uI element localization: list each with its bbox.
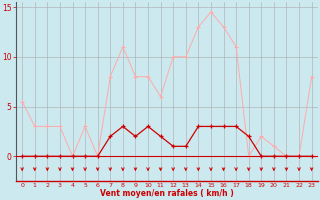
X-axis label: Vent moyen/en rafales ( km/h ): Vent moyen/en rafales ( km/h ) xyxy=(100,189,234,198)
